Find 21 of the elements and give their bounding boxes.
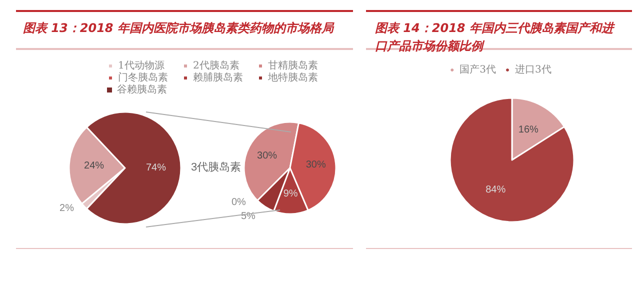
chart-title: 图表 14：2018 年国内三代胰岛素国产和进口产品市场份额比例 [375, 21, 616, 53]
data-label: 9% [283, 188, 298, 200]
data-label: 16% [518, 124, 538, 136]
data-label: 2% [60, 202, 74, 214]
legend-label: 谷赖胰岛素 [117, 84, 167, 96]
legend-label: 1代动物源 [118, 60, 164, 72]
text: 0% [231, 197, 246, 208]
data-label: 74% [146, 162, 166, 174]
text: 3代胰岛素 [191, 160, 242, 174]
legend-label: 2代胰岛素 [193, 60, 240, 72]
legend-label: 进口3代 [515, 64, 552, 76]
legend-label: 国产3代 [460, 64, 496, 76]
data-label: 30% [306, 160, 326, 171]
chart-title: 图表 13：2018 年国内医院市场胰岛素类药物的市场格局 [23, 21, 334, 35]
data-label: 84% [486, 184, 506, 196]
legend-label: 门冬胰岛素 [118, 72, 168, 84]
legend-label: 甘精胰岛素 [268, 60, 318, 72]
legend-label: 地特胰岛素 [267, 72, 318, 84]
legend-label: 赖脯胰岛素 [193, 72, 243, 84]
data-label: 30% [257, 150, 278, 162]
data-label: 24% [84, 160, 104, 172]
